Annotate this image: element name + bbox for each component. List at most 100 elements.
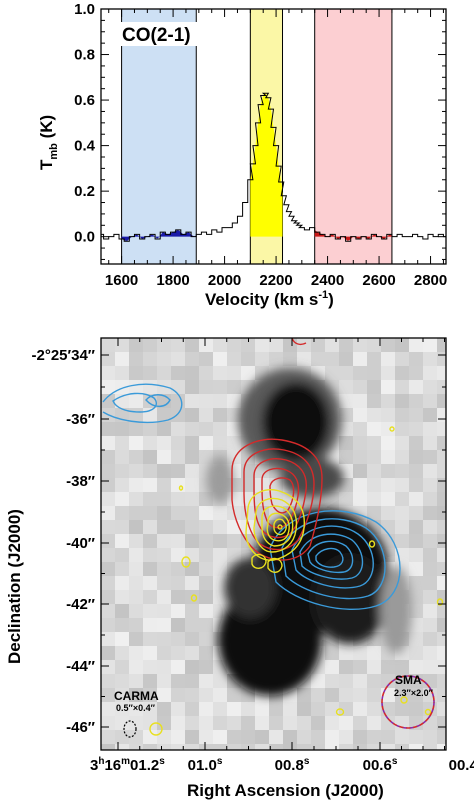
map-pixel [199,408,214,423]
x-tick-label: 1800 [156,272,189,289]
ra-tick-label: 00.8s [275,756,310,774]
map-pixel [157,660,172,675]
map-pixel [325,674,340,689]
map-pixel [311,702,326,717]
map-pixel [199,618,214,633]
map-pixel [227,534,242,549]
map-pixel [185,380,200,395]
dec-tick-label: -2°25′34″ [32,347,96,364]
map-pixel [213,436,228,451]
map-pixel [157,338,172,353]
map-pixel [381,492,396,507]
map-pixel [423,674,438,689]
map-pixel [227,338,242,353]
ra-tick-label: 01.0s [188,756,223,774]
map-pixel [185,660,200,675]
map-pixel [185,702,200,717]
map-pixel [115,520,130,535]
map-pixel [143,380,158,395]
x-tick-label: 1600 [105,272,138,289]
map-pixel [185,506,200,521]
map-pixel [255,730,270,745]
map-pixel [101,366,116,381]
map-pixel [143,744,158,750]
map-pixel [367,744,382,750]
map-pixel [311,352,326,367]
map-pixel [423,492,438,507]
map-pixel [157,562,172,577]
map-pixel [171,562,186,577]
map-pixel [395,352,410,367]
map-pixel [199,506,214,521]
map-pixel [199,534,214,549]
map-pixel [395,394,410,409]
map-pixel [157,604,172,619]
map-pixel [381,422,396,437]
map-pixel [423,730,438,745]
map-pixel [213,380,228,395]
map-pixel [185,436,200,451]
map-pixel [157,576,172,591]
spectrum-ylabel: Tmb (K) [37,115,60,170]
map-pixel [255,464,270,479]
map-pixel [157,646,172,661]
map-pixel [129,688,144,703]
map-pixel [129,394,144,409]
map-pixel [101,450,116,465]
map-pixel [241,338,256,353]
map-pixel [101,436,116,451]
map-pixel [297,338,312,353]
map-pixel [171,730,186,745]
map-pixel [409,366,424,381]
map-pixel [437,380,446,395]
map-pixel [171,548,186,563]
map-pixel [115,604,130,619]
map-pixel [185,716,200,731]
map-pixel [199,590,214,605]
map-pixel [101,380,116,395]
map-pixel [115,562,130,577]
map-pixel [269,338,284,353]
map-pixel [171,590,186,605]
map-pixel [395,660,410,675]
map-pixel [185,464,200,479]
map-frame [100,337,447,751]
map-pixel [339,450,354,465]
map-pixel [241,366,256,381]
map-pixel [437,646,446,661]
map-pixel [367,506,382,521]
map-pixel [115,436,130,451]
map-pixel [241,716,256,731]
map-pixel [339,394,354,409]
map-pixel [409,436,424,451]
map-pixel [367,646,382,661]
map-pixel [157,744,172,750]
map-pixel [395,338,410,353]
map-pixel [325,352,340,367]
map-pixel [101,590,116,605]
map-pixel [269,352,284,367]
map-pixel [367,338,382,353]
map-pixel [353,408,368,423]
map-pixel [409,688,424,703]
map-pixel [409,632,424,647]
map-pixel [157,702,172,717]
map-pixel [255,744,270,750]
map-pixel [381,744,396,750]
integrated-fill-1 [250,93,283,237]
map-pixel [339,352,354,367]
map-pixel [115,352,130,367]
map-pixel [409,702,424,717]
map-pixel [101,702,116,717]
red-contours [231,338,323,561]
y-tick-label: 0.0 [74,229,95,246]
map-pixel [213,716,228,731]
map-pixel [423,464,438,479]
map-pixel [367,450,382,465]
map-pixel [437,590,446,605]
map-pixel [115,450,130,465]
map-pixel [339,660,354,675]
map-pixel [101,716,116,731]
map-ylabel: Declination (J2000) [5,509,24,664]
map-pixel [339,492,354,507]
